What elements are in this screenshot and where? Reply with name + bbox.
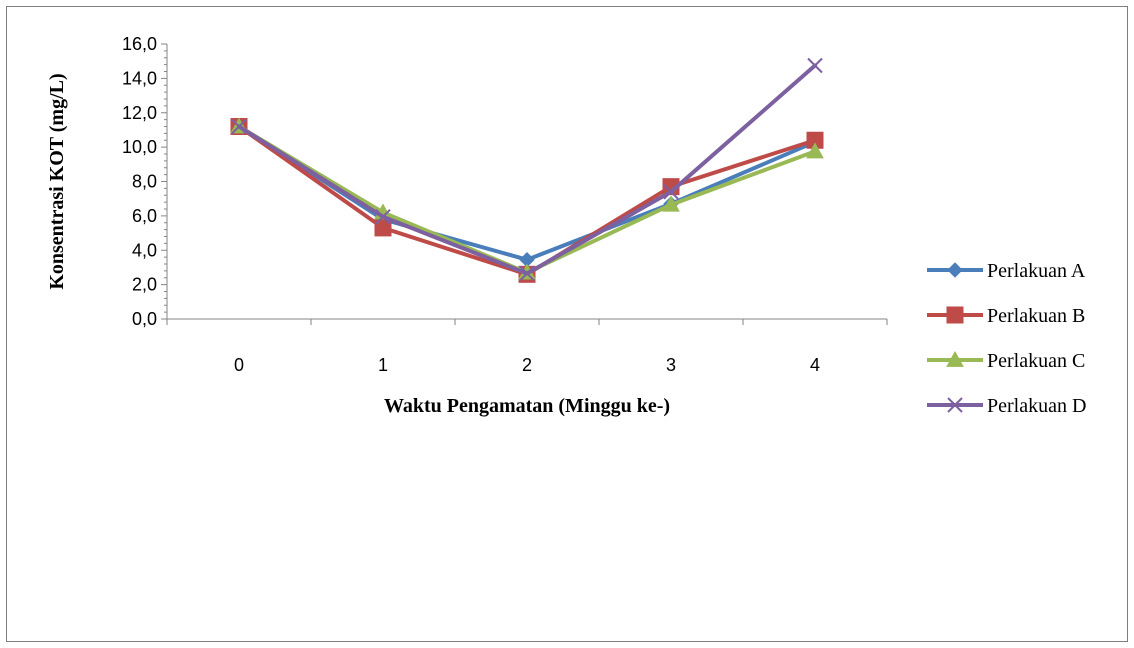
legend-item: Perlakuan D (927, 395, 1086, 417)
x-tick-label: 1 (378, 355, 388, 375)
y-tick-label: 0,0 (132, 309, 157, 329)
data-point (375, 209, 391, 225)
y-tick-label: 6,0 (132, 206, 157, 226)
chart-frame: 0,0 2,0 4,0 6,0 8,0 10,0 12,0 14,0 16,0 0 1 2 3 4 Per… (6, 6, 1128, 642)
legend-label: Perlakuan A (987, 260, 1086, 282)
series-a (231, 118, 823, 268)
legend-item: Perlakuan B (927, 305, 1085, 327)
line-chart: 0,0 2,0 4,0 6,0 8,0 10,0 12,0 14,0 16,0 0 1 2 3 4 Per… (46, 34, 1086, 417)
legend-label: Perlakuan B (987, 305, 1085, 327)
x-marker-stroke (519, 265, 535, 282)
legend: Perlakuan A Perlakuan B Perlakuan C Perlaku… (927, 260, 1086, 417)
series-lines (230, 57, 824, 283)
series-line (237, 124, 817, 262)
x-tick-label: 2 (522, 355, 532, 375)
y-tick-label: 8,0 (132, 172, 157, 192)
series-line (237, 124, 817, 275)
x-tick-label: 3 (666, 355, 676, 375)
data-point (374, 219, 392, 237)
axes: 0,0 2,0 4,0 6,0 8,0 10,0 12,0 14,0 16,0 0 1 2 3 4 (122, 34, 888, 375)
x-axis-title: Waktu Pengamatan (Minggu ke-) (384, 395, 670, 417)
x-tick-label: 0 (234, 355, 244, 375)
x-marker-stroke (807, 57, 823, 74)
x-tick-label: 4 (810, 355, 820, 375)
legend-marker (946, 350, 964, 367)
data-point (519, 265, 535, 282)
y-tick-label: 10,0 (122, 137, 157, 157)
y-tick-label: 16,0 (122, 34, 157, 54)
x-marker-stroke (947, 397, 963, 413)
y-tick-label: 14,0 (122, 68, 157, 88)
series-d (231, 57, 823, 282)
legend-marker (947, 262, 963, 278)
legend-item: Perlakuan A (927, 260, 1086, 282)
data-point (807, 57, 823, 74)
legend-marker (946, 306, 964, 324)
data-point (231, 118, 247, 135)
x-marker-stroke (231, 118, 247, 135)
y-tick-label: 12,0 (122, 103, 157, 123)
data-point (663, 184, 679, 200)
legend-item: Perlakuan C (927, 350, 1085, 372)
y-axis-title: Konsentrasi KOT (mg/L) (46, 73, 68, 289)
data-point (662, 195, 680, 212)
y-tick-label: 2,0 (132, 275, 157, 295)
y-tick-label: 4,0 (132, 240, 157, 260)
x-marker-stroke (663, 184, 679, 200)
legend-marker (947, 397, 963, 413)
legend-label: Perlakuan C (987, 350, 1085, 372)
legend-label: Perlakuan D (987, 395, 1086, 417)
x-marker-stroke (375, 209, 391, 225)
data-point (806, 142, 824, 159)
